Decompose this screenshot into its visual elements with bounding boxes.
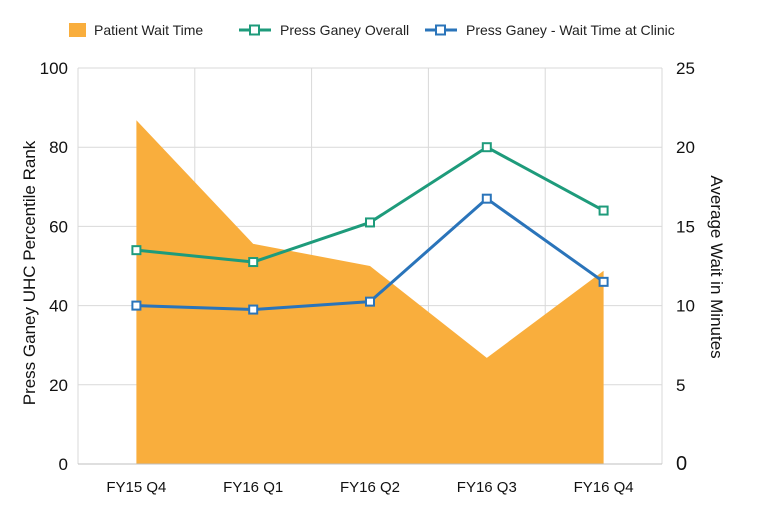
y-right-tick-label: 20 xyxy=(676,138,695,157)
area-series-layer xyxy=(136,120,604,464)
y-left-tick-label: 60 xyxy=(49,217,68,236)
area-series-patient-wait-time xyxy=(136,120,604,464)
legend: Patient Wait Time Press Ganey Overall Pr… xyxy=(0,18,759,42)
y-axis-right-title: Average Wait in Minutes xyxy=(707,175,726,359)
y-left-tick-label: 80 xyxy=(49,138,68,157)
legend-swatch-line xyxy=(425,24,457,36)
y-right-tick-label: 10 xyxy=(676,297,695,316)
data-point-marker xyxy=(365,296,375,307)
legend-label: Press Ganey - Wait Time at Clinic xyxy=(466,22,675,38)
y-left-tick-label: 40 xyxy=(49,297,68,316)
data-point-marker xyxy=(248,257,259,268)
data-point-marker xyxy=(598,205,609,216)
legend-item-press-ganey-overall: Press Ganey Overall xyxy=(238,18,409,42)
y-right-tick-label: 0 xyxy=(676,453,687,475)
data-point-marker xyxy=(248,304,259,315)
y-left-tick-label: 20 xyxy=(49,376,68,395)
y-right-tick-label: 5 xyxy=(676,376,685,395)
line-series-layer xyxy=(131,142,609,315)
legend-item-press-ganey-wait-time: Press Ganey - Wait Time at Clinic xyxy=(424,18,675,42)
x-tick-label: FY15 Q4 xyxy=(106,479,166,496)
y-right-tick-label: 15 xyxy=(676,217,695,236)
data-point-marker xyxy=(131,300,142,311)
data-point-marker xyxy=(481,193,492,204)
x-tick-label: FY16 Q4 xyxy=(574,479,634,496)
y-left-tick-label: 100 xyxy=(40,59,68,78)
legend-swatch-area xyxy=(69,23,86,37)
legend-marker xyxy=(249,24,260,36)
tick-labels: 0 20 40 60 80 100 0 5 10 15 20 25 FY15 Q4 FY16 Q1 FY16… xyxy=(40,59,695,496)
legend-label: Press Ganey Overall xyxy=(280,22,410,38)
data-point-marker xyxy=(365,217,375,228)
line-series xyxy=(131,193,609,315)
x-tick-label: FY16 Q2 xyxy=(340,479,400,496)
y-axis-left-title: Press Ganey UHC Percentile Rank xyxy=(20,140,39,406)
data-point-marker xyxy=(598,276,609,287)
x-tick-label: FY16 Q3 xyxy=(457,479,517,496)
y-right-tick-label: 25 xyxy=(676,59,695,78)
data-point-marker xyxy=(131,245,142,256)
line-series xyxy=(131,142,609,268)
y-left-tick-label: 0 xyxy=(59,455,68,474)
data-point-marker xyxy=(481,142,492,153)
x-tick-label: FY16 Q1 xyxy=(223,479,283,496)
legend-item-patient-wait-time: Patient Wait Time xyxy=(69,18,203,42)
legend-label: Patient Wait Time xyxy=(94,22,204,38)
legend-marker xyxy=(435,24,446,36)
legend-swatch-line xyxy=(239,24,271,36)
